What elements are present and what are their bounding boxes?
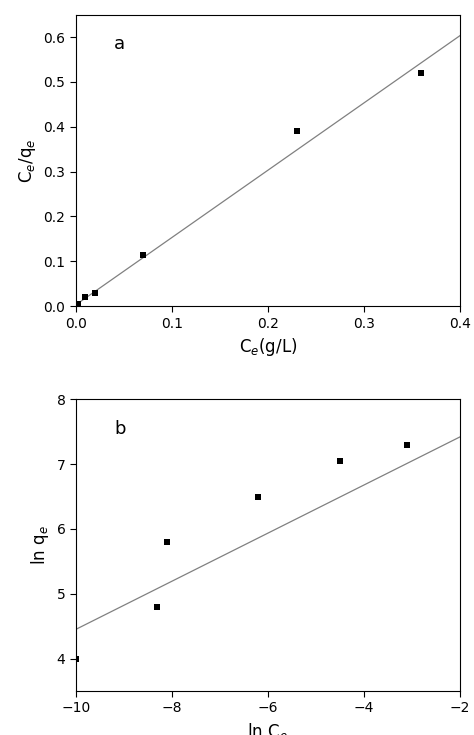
Text: b: b <box>114 420 126 438</box>
Point <box>255 491 262 503</box>
X-axis label: C$_e$(g/L): C$_e$(g/L) <box>238 336 297 358</box>
Y-axis label: ln q$_e$: ln q$_e$ <box>29 526 51 565</box>
Y-axis label: C$_e$/q$_e$: C$_e$/q$_e$ <box>17 138 38 182</box>
Point <box>72 653 80 664</box>
Point <box>82 291 89 303</box>
Point <box>163 536 171 548</box>
Text: a: a <box>114 35 125 53</box>
Point <box>336 455 344 467</box>
Point <box>418 67 425 79</box>
Point <box>91 287 99 298</box>
Point <box>74 298 82 310</box>
X-axis label: ln C$_e$: ln C$_e$ <box>247 721 288 735</box>
Point <box>403 439 411 451</box>
Point <box>139 248 147 260</box>
Point <box>154 600 161 612</box>
Point <box>293 126 301 137</box>
